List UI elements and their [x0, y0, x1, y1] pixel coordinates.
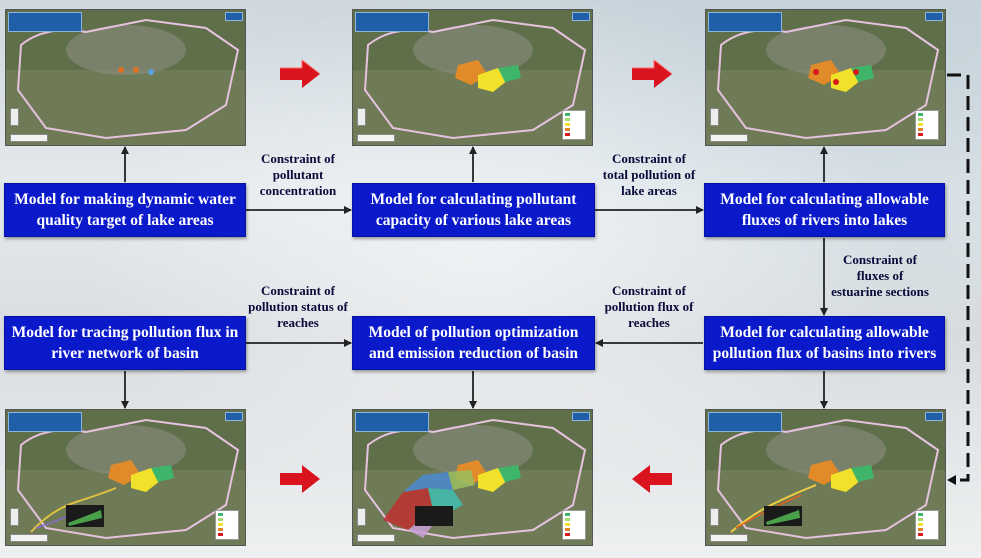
box-basin-flux-into-rivers: Model for calculating allowable pollutio…	[704, 316, 945, 370]
map-screenshot-6	[705, 409, 946, 546]
label-pollutant-concentration: Constraint of pollutant concentration	[259, 151, 337, 198]
map-screenshot-2	[352, 9, 593, 146]
map-screenshot-4	[5, 409, 246, 546]
dashed-loop-connector	[947, 73, 970, 482]
box-pollution-optimization: Model of pollution optimization and emis…	[352, 316, 595, 370]
red-arrow-right-3	[280, 465, 320, 493]
dashed-loop-arrowhead	[947, 475, 956, 485]
label-estuarine-fluxes: Constraint of fluxes of estuarine sectio…	[831, 252, 929, 299]
box-water-quality-target: Model for making dynamic water quality t…	[4, 183, 246, 237]
box-pollution-flux-tracing: Model for tracing pollution flux in rive…	[4, 316, 246, 370]
map-screenshot-5	[352, 409, 593, 546]
box-pollutant-capacity: Model for calculating pollutant capacity…	[352, 183, 595, 237]
red-arrow-left-4	[632, 465, 672, 493]
label-pollution-flux-reaches: Constraint of pollution flux of reaches	[604, 283, 694, 330]
map-screenshot-1	[5, 9, 246, 146]
red-arrow-right-2	[632, 60, 673, 88]
box-allowable-river-fluxes: Model for calculating allowable fluxes o…	[704, 183, 945, 237]
red-arrow-right-1	[280, 60, 321, 88]
label-pollution-status: Constraint of pollution status of reache…	[248, 283, 348, 330]
label-total-pollution: Constraint of total pollution of lake ar…	[602, 151, 696, 198]
map-screenshot-3	[705, 9, 946, 146]
